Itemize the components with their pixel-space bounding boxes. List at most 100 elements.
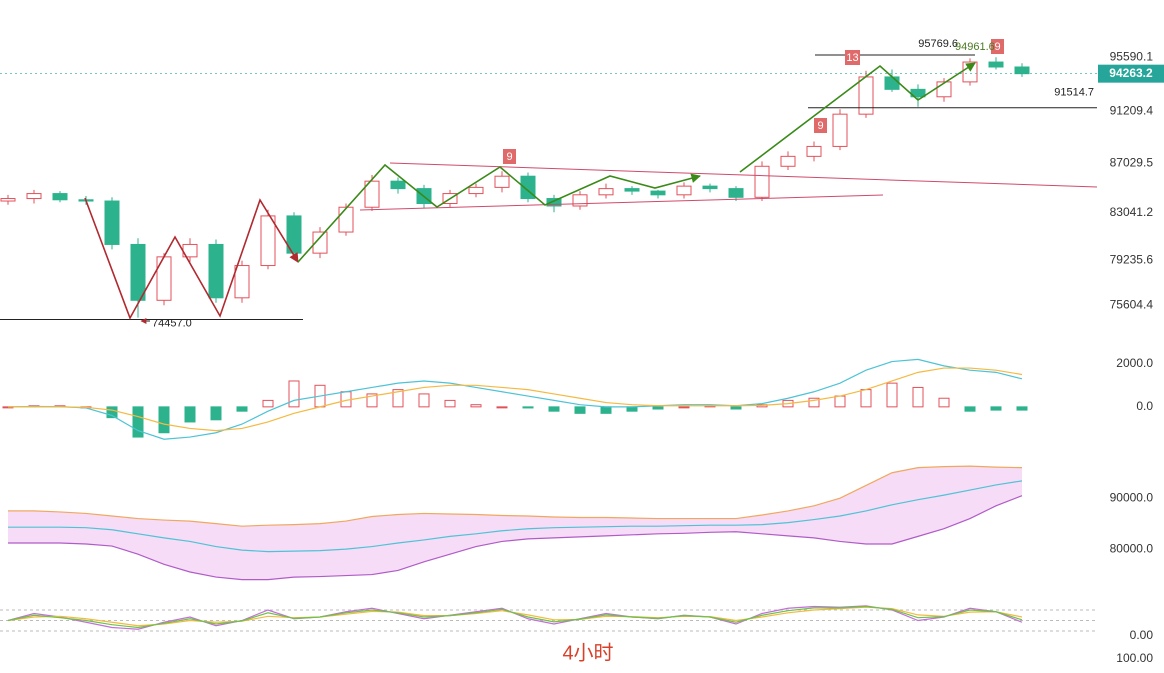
candle-body — [806, 145, 822, 157]
candle-body — [390, 180, 406, 190]
candle-body — [650, 190, 666, 196]
candle-body — [338, 206, 354, 233]
macd-bar — [106, 406, 118, 419]
candle-body — [962, 61, 978, 83]
macd-bar — [990, 406, 1002, 411]
macd-bar — [522, 406, 534, 409]
candle-body — [624, 188, 640, 192]
y-tick-label: 83041.2 — [1110, 205, 1154, 219]
y-tick-label: 87029.5 — [1110, 156, 1154, 170]
indicator-line — [8, 480, 1023, 553]
macd-bar — [626, 406, 638, 412]
macd-bar — [834, 395, 846, 408]
y-tick-label: 2000.0 — [1116, 356, 1153, 370]
channel-line — [389, 162, 1098, 188]
candle-body — [702, 185, 718, 190]
candle-body — [754, 165, 770, 198]
y-tick-label: 79235.6 — [1110, 252, 1154, 266]
marker-label: 9 — [817, 120, 823, 132]
candle-body — [832, 113, 848, 147]
candle-body — [858, 76, 874, 115]
y-tick-label: 95590.1 — [1110, 49, 1154, 63]
candle-body — [494, 175, 510, 188]
macd-bar — [262, 399, 274, 408]
indicator-line — [8, 367, 1023, 432]
zigzag-up — [739, 62, 976, 173]
candle-body — [780, 155, 796, 167]
marker-box — [814, 118, 827, 133]
macd-bar — [158, 406, 170, 434]
y-tick-label: 90000.0 — [1110, 490, 1154, 504]
marker-label: 9 — [994, 41, 1000, 53]
marker-box — [503, 149, 516, 164]
zigzag-up — [297, 163, 701, 263]
candle-body — [130, 243, 146, 301]
macd-bar — [366, 393, 378, 408]
level-label: 95769.6 — [918, 38, 958, 50]
candle-body — [234, 265, 250, 299]
watermark: 4小时 — [562, 641, 613, 664]
macd-bar — [574, 406, 586, 414]
macd-bar — [652, 406, 664, 410]
macd-bar — [730, 406, 742, 410]
level-label: 74457.0 — [152, 317, 192, 329]
macd-bar — [678, 406, 690, 409]
indicator-line — [7, 605, 1023, 630]
last-price-label: 94263.2 — [1109, 66, 1153, 80]
candle-body — [936, 81, 952, 98]
y-tick-label: 0.0 — [1136, 399, 1153, 413]
candle-body — [208, 243, 224, 299]
candle-body — [728, 188, 744, 198]
annotation: 94961.6 — [955, 41, 995, 53]
macd-bar — [912, 386, 924, 408]
candle-body — [52, 193, 68, 201]
y-tick-label: 75604.4 — [1110, 297, 1154, 311]
candle-body — [988, 61, 1004, 68]
macd-bar — [496, 406, 508, 409]
trend-lines — [84, 62, 1098, 324]
macd-bar — [184, 406, 196, 423]
indicator-line — [8, 495, 1023, 581]
macd-bar — [236, 406, 248, 412]
macd-bar — [470, 404, 482, 408]
candle-body — [572, 194, 588, 207]
candle-body — [468, 186, 484, 195]
macd-bar — [1016, 406, 1028, 411]
indicator-line — [7, 605, 1023, 629]
macd-bar — [392, 389, 404, 408]
y-tick-label: 91209.4 — [1110, 104, 1154, 118]
y-tick-label: 80000.0 — [1110, 541, 1154, 555]
channel-line — [359, 194, 884, 211]
macd-bar — [444, 399, 456, 408]
candle-body — [312, 231, 328, 254]
candle-body — [260, 215, 276, 267]
marker-box — [845, 50, 860, 65]
candle-body — [1014, 66, 1030, 75]
macd-bar — [418, 393, 430, 408]
y-tick-label: 100.00 — [1116, 651, 1153, 665]
macd-bar — [964, 406, 976, 412]
candle-body — [546, 198, 562, 207]
macd-bar — [600, 406, 612, 414]
marker-label: 9 — [506, 151, 512, 163]
indicator-line — [7, 358, 1023, 440]
candle-body — [0, 198, 16, 202]
macd-bar — [938, 397, 950, 408]
candle-body — [884, 76, 900, 90]
y-tick-label: 0.00 — [1130, 628, 1154, 642]
candle-body — [156, 256, 172, 301]
macd-bar — [132, 406, 144, 438]
macd-bar — [210, 406, 222, 421]
marker-label: 13 — [846, 52, 858, 64]
indicator-line — [8, 465, 1023, 527]
candle-body — [598, 188, 614, 196]
marker-box — [991, 39, 1004, 54]
macd-bar — [808, 397, 820, 408]
last-price-badge — [1098, 64, 1164, 83]
candle-body — [676, 185, 692, 196]
macd-bar — [886, 382, 898, 408]
level-label: 91514.7 — [1054, 87, 1094, 99]
macd-bar — [288, 380, 300, 408]
candle-body — [26, 193, 42, 200]
